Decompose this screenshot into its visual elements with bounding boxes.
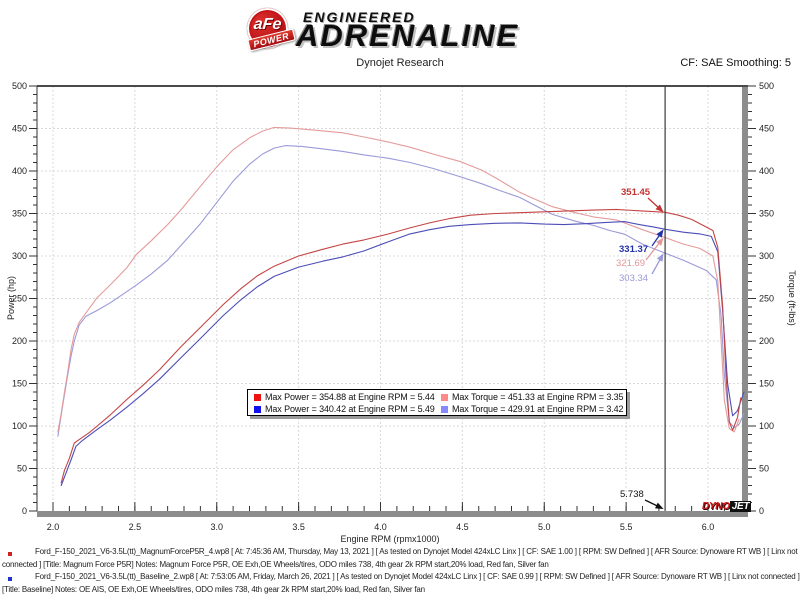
- dynojet-logo-jet: JET: [729, 501, 752, 512]
- svg-text:350: 350: [12, 209, 27, 219]
- svg-text:300: 300: [12, 251, 27, 261]
- svg-text:4.5: 4.5: [456, 522, 469, 532]
- run2-bullet-icon: [8, 577, 12, 581]
- svg-text:303.34: 303.34: [619, 273, 648, 284]
- legend-item: Max Power = 340.42 at Engine RPM = 5.49: [254, 404, 441, 414]
- power-blue-swatch-icon: [254, 405, 261, 413]
- run1-info-line2: connected ] [Title: Magnum Force P5R] No…: [2, 559, 549, 569]
- svg-text:450: 450: [759, 124, 774, 134]
- svg-text:Power (hp): Power (hp): [6, 276, 16, 320]
- svg-text:Engine RPM (rpmx1000): Engine RPM (rpmx1000): [340, 534, 439, 544]
- svg-text:5.0: 5.0: [538, 522, 551, 532]
- dyno-chart: 0 0 50 50 100 100 150 150 200 200 250 250 300 300 350 3…: [6, 81, 797, 544]
- correction-smoothing-label: CF: SAE Smoothing: 5: [680, 57, 791, 69]
- svg-text:250: 250: [12, 294, 27, 304]
- page-title: Dynojet Research: [356, 57, 444, 69]
- svg-text:500: 500: [759, 81, 774, 91]
- run2-info-line1: Ford_F-150_2021_V6-3.5L(tt)_Baseline_2.w…: [35, 572, 800, 582]
- svg-text:6.0: 6.0: [702, 522, 715, 532]
- legend-label: Max Torque = 451.33 at Engine RPM = 3.35: [452, 392, 624, 402]
- svg-text:50: 50: [17, 464, 27, 474]
- svg-text:5.738: 5.738: [620, 489, 644, 500]
- svg-text:0: 0: [22, 506, 27, 516]
- svg-text:200: 200: [12, 336, 27, 346]
- svg-text:2.5: 2.5: [129, 522, 142, 532]
- run1-bullet-icon: [8, 552, 12, 556]
- svg-text:500: 500: [12, 81, 27, 91]
- svg-text:350: 350: [759, 209, 774, 219]
- svg-text:321.69: 321.69: [616, 258, 645, 269]
- svg-text:250: 250: [759, 294, 774, 304]
- svg-text:3.5: 3.5: [292, 522, 305, 532]
- adrenaline-wordmark: ADRENALINE: [296, 18, 520, 53]
- svg-text:200: 200: [759, 336, 774, 346]
- legend-item: Max Power = 354.88 at Engine RPM = 5.44: [254, 392, 441, 402]
- svg-text:100: 100: [759, 421, 774, 431]
- run1-info-line1: Ford_F-150_2021_V6-3.5L(tt)_MagnumForceP…: [35, 547, 798, 556]
- power-red-swatch-icon: [254, 393, 261, 401]
- svg-text:0: 0: [759, 506, 764, 516]
- svg-text:150: 150: [759, 379, 774, 389]
- svg-text:100: 100: [12, 421, 27, 431]
- svg-text:331.37: 331.37: [619, 244, 648, 255]
- svg-text:3.0: 3.0: [210, 522, 223, 532]
- svg-text:300: 300: [759, 251, 774, 261]
- svg-text:150: 150: [12, 379, 27, 389]
- svg-text:400: 400: [759, 166, 774, 176]
- dynojet-logo-dyno: DYNO: [702, 501, 730, 512]
- legend-item: Max Torque = 451.33 at Engine RPM = 3.35: [441, 392, 624, 402]
- svg-text:351.45: 351.45: [621, 187, 651, 198]
- torque-violet-swatch-icon: [441, 405, 448, 413]
- legend-box: Max Power = 354.88 at Engine RPM = 5.44 …: [247, 389, 627, 416]
- run2-info-line2: [Title: Baseline] Notes: OE AIS, OE Exh,…: [2, 584, 425, 594]
- engineered-wordmark: ENGINEERED: [303, 9, 416, 25]
- legend-item: Max Torque = 429.91 at Engine RPM = 3.42: [441, 404, 624, 414]
- svg-text:Torque (ft-lbs): Torque (ft-lbs): [787, 270, 797, 326]
- legend-label: Max Power = 354.88 at Engine RPM = 5.44: [265, 392, 435, 402]
- svg-text:2.0: 2.0: [47, 522, 60, 532]
- svg-text:50: 50: [759, 464, 769, 474]
- run-info-footer: Ford_F-150_2021_V6-3.5L(tt)_MagnumForceP…: [0, 546, 800, 596]
- legend-label: Max Torque = 429.91 at Engine RPM = 3.42: [452, 404, 624, 414]
- svg-text:5.5: 5.5: [620, 522, 633, 532]
- legend-label: Max Power = 340.42 at Engine RPM = 5.49: [265, 404, 435, 414]
- svg-text:400: 400: [12, 166, 27, 176]
- svg-text:4.0: 4.0: [374, 522, 387, 532]
- torque-pink-swatch-icon: [441, 393, 448, 401]
- dynojet-logo: DYNO JET: [702, 501, 752, 512]
- svg-text:450: 450: [12, 124, 27, 134]
